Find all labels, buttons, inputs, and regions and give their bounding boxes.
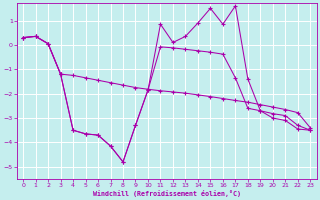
- X-axis label: Windchill (Refroidissement éolien,°C): Windchill (Refroidissement éolien,°C): [93, 190, 241, 197]
